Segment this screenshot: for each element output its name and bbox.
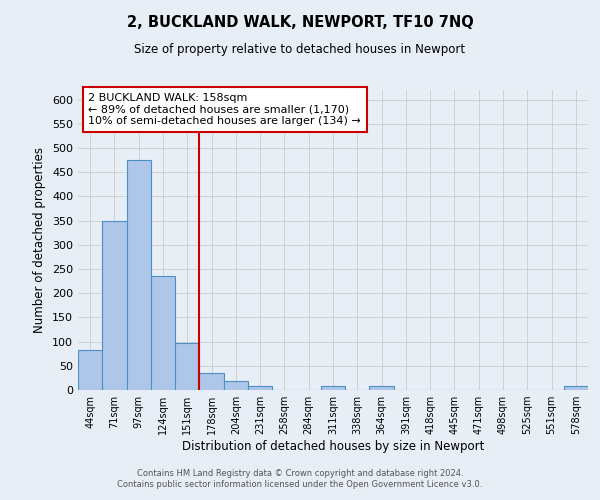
X-axis label: Distribution of detached houses by size in Newport: Distribution of detached houses by size … [182, 440, 484, 453]
Text: Contains public sector information licensed under the Open Government Licence v3: Contains public sector information licen… [118, 480, 482, 489]
Text: 2 BUCKLAND WALK: 158sqm
← 89% of detached houses are smaller (1,170)
10% of semi: 2 BUCKLAND WALK: 158sqm ← 89% of detache… [88, 93, 361, 126]
Text: Size of property relative to detached houses in Newport: Size of property relative to detached ho… [134, 42, 466, 56]
Bar [321, 386, 345, 390]
Bar [78, 350, 102, 390]
Bar [224, 382, 248, 390]
Bar [199, 372, 224, 390]
Bar [102, 221, 127, 390]
Text: Contains HM Land Registry data © Crown copyright and database right 2024.: Contains HM Land Registry data © Crown c… [137, 468, 463, 477]
Text: 2, BUCKLAND WALK, NEWPORT, TF10 7NQ: 2, BUCKLAND WALK, NEWPORT, TF10 7NQ [127, 15, 473, 30]
Bar [151, 276, 175, 390]
Bar [175, 343, 199, 390]
Y-axis label: Number of detached properties: Number of detached properties [34, 147, 46, 333]
Bar [370, 386, 394, 390]
Bar [248, 386, 272, 390]
Bar [564, 386, 588, 390]
Bar [127, 160, 151, 390]
